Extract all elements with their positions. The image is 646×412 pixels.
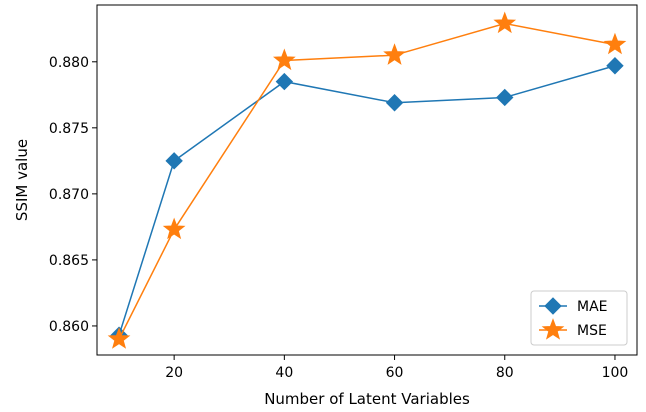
legend-marker xyxy=(544,297,562,315)
data-point-mae xyxy=(385,94,404,112)
data-point-mae xyxy=(165,152,183,170)
data-point-mse xyxy=(107,327,131,349)
legend-marker xyxy=(541,318,565,340)
series-line-mae xyxy=(118,65,616,336)
x-tick-label: 60 xyxy=(386,365,404,381)
legend-label: MAE xyxy=(577,299,608,315)
series-mae xyxy=(110,57,624,344)
y-tick-label: 0.875 xyxy=(49,121,89,137)
x-tick-label: 80 xyxy=(496,365,514,381)
y-axis: 0.860 0.865 0.870 0.875 0.880 xyxy=(49,55,97,335)
data-point-mse xyxy=(603,32,627,55)
data-point-mse xyxy=(493,11,517,34)
y-tick-label: 0.860 xyxy=(49,319,89,335)
data-point-mse xyxy=(162,217,186,240)
series-line-mse xyxy=(118,22,616,340)
x-axis-label: Number of Latent Variables xyxy=(264,390,470,408)
data-point-mae xyxy=(275,72,294,91)
legend-entry-mse: MSE xyxy=(539,318,607,340)
data-point-mse xyxy=(383,43,406,65)
y-tick-label: 0.870 xyxy=(49,187,89,203)
x-tick-label: 100 xyxy=(602,365,629,381)
data-point-mse xyxy=(272,48,296,71)
x-tick-label: 40 xyxy=(275,365,293,381)
y-tick-label: 0.880 xyxy=(49,55,89,71)
legend: MAE MSE xyxy=(530,290,628,346)
y-axis-label: SSIM value xyxy=(13,139,31,221)
plot-frame xyxy=(96,4,638,356)
x-tick-label: 20 xyxy=(165,365,183,381)
data-point-mae xyxy=(496,88,514,107)
legend-entry-mae: MAE xyxy=(539,297,608,315)
plot-series xyxy=(107,11,627,349)
legend-label: MSE xyxy=(577,323,607,339)
series-mse xyxy=(107,11,627,349)
data-point-mae xyxy=(606,57,624,75)
y-tick-label: 0.865 xyxy=(49,253,89,269)
x-axis: 20 40 60 80 100 xyxy=(165,355,628,381)
